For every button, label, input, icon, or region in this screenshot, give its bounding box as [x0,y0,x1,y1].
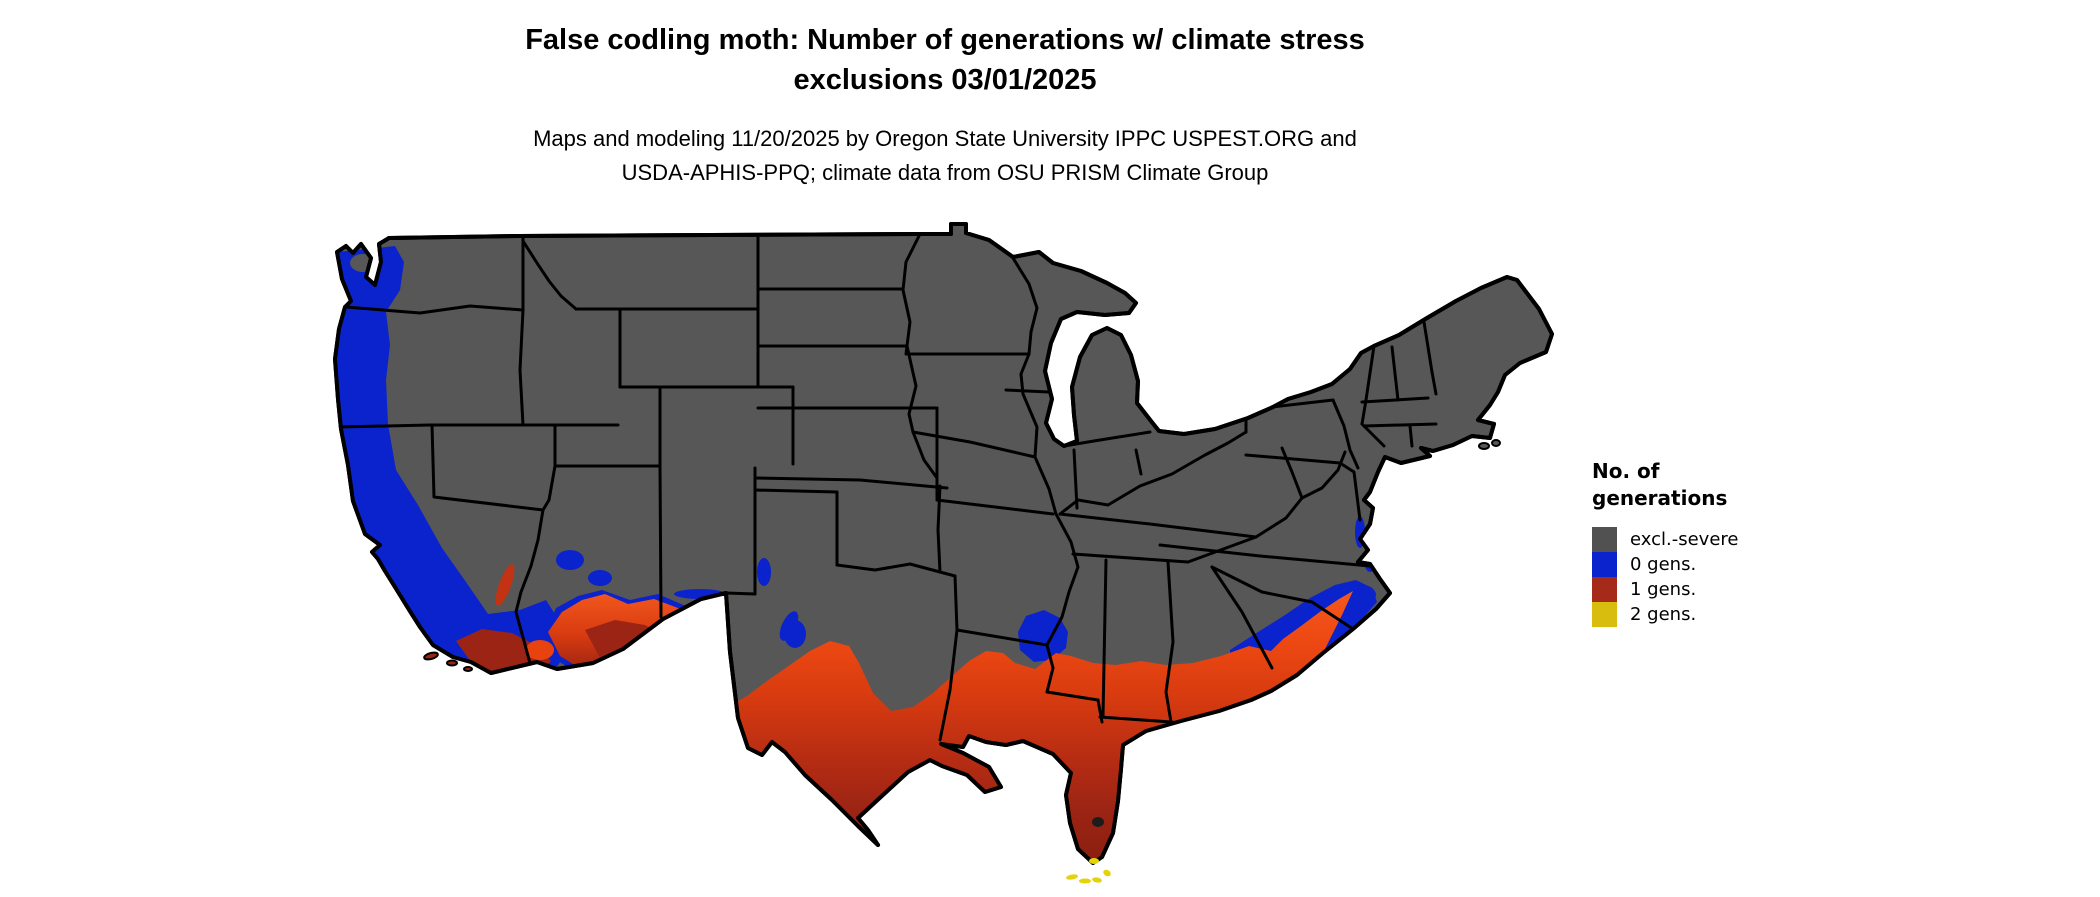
subtitle-line-2: USDA-APHIS-PPQ; climate data from OSU PR… [621,160,1269,185]
legend-item-label: 1 gens. [1630,579,1697,600]
region-1gen-arizona-core [585,620,672,660]
legend: No. of generations excl.-severe 0 gens. … [1592,458,1738,627]
region-1gen-gulf-band [727,591,1353,863]
legend-title-line-2: generations [1592,486,1728,510]
legend-item: 2 gens. [1592,602,1738,627]
map-subtitle: Maps and modeling 11/20/2025 by Oregon S… [0,122,1890,190]
legend-item-label: excl.-severe [1630,529,1739,550]
map-title: False codling moth: Number of generation… [0,20,1890,100]
region-0gens-west-coast [335,246,572,673]
lake-okeechobee [1092,817,1104,827]
title-line-2: exclusions 03/01/2025 [793,64,1097,96]
channel-islands [423,651,473,672]
legend-title-line-1: No. of [1592,459,1660,483]
region-0gens-outer-banks [1348,585,1376,605]
legend-swatch [1592,552,1617,577]
region-2gens-florida-keys [1066,858,1111,884]
legend-item: excl.-severe [1592,527,1738,552]
legend-item: 0 gens. [1592,552,1738,577]
legend-items: excl.-severe 0 gens. 1 gens. 2 gens. [1592,527,1738,627]
region-0gens-davis-mtns [784,620,806,648]
legend-swatch [1592,527,1617,552]
new-england-islands [1478,439,1501,450]
legend-swatch [1592,602,1617,627]
region-0gens-central-az-1 [556,550,584,570]
title-line-1: False codling moth: Number of generation… [525,24,1365,56]
legend-item-label: 2 gens. [1630,604,1697,625]
region-0gens-rio-grande-1 [757,558,771,586]
region-1gen-imperial-valley [526,640,554,660]
legend-swatch [1592,577,1617,602]
region-0gens-central-az-2 [588,570,612,586]
region-0gens-ar-la-ms [1018,610,1068,662]
legend-title: No. of generations [1592,458,1738,512]
region-0gens-nm-arm-2 [682,629,702,643]
region-1gen-socal [456,629,551,673]
state-borders [337,232,1438,742]
us-coast-stroke [333,222,1554,865]
legend-item-label: 0 gens. [1630,554,1697,575]
region-1gen-death-valley [495,564,515,606]
subtitle-line-1: Maps and modeling 11/20/2025 by Oregon S… [533,126,1357,151]
legend-item: 1 gens. [1592,577,1738,602]
